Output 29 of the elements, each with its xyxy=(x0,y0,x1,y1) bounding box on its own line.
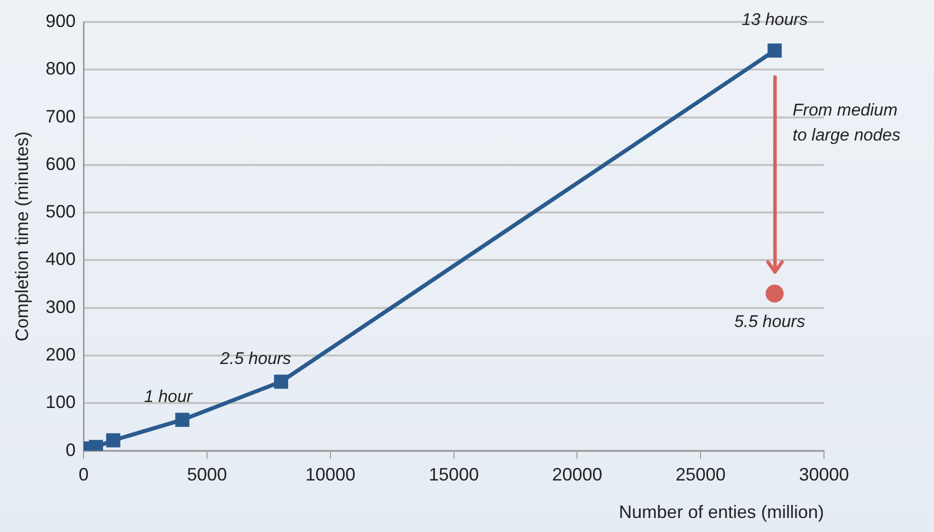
point xyxy=(106,433,120,448)
point xyxy=(175,412,190,427)
annotation: From medium to large nodes xyxy=(792,100,901,145)
x-tick-label: 5000 xyxy=(187,464,228,485)
annotation: 13 hours xyxy=(742,10,808,29)
x-tick-label: 30000 xyxy=(798,464,850,485)
y-axis-title: Completion time (minutes) xyxy=(12,131,32,342)
point xyxy=(768,44,782,58)
x-tick-label: 10000 xyxy=(305,464,356,485)
y-tick-label: 400 xyxy=(46,249,76,270)
y-tick-label: 300 xyxy=(46,296,76,317)
y-tick-label: 200 xyxy=(46,344,76,364)
y-tick-label: 900 xyxy=(46,10,76,31)
annotation: 1 hour xyxy=(144,387,194,406)
x-tick-label: 0 xyxy=(78,464,89,485)
x-tick-label: 15000 xyxy=(428,464,479,485)
point xyxy=(766,284,784,303)
y-tick-label: 500 xyxy=(46,202,76,222)
y-tick-label: 700 xyxy=(46,106,76,126)
x-tick-label: 25000 xyxy=(676,464,726,485)
point xyxy=(274,374,288,389)
y-tick-label: 800 xyxy=(46,58,76,79)
x-axis-title: Number of enties (million) xyxy=(618,502,824,522)
annotation: 2.5 hours xyxy=(219,348,292,368)
y-tick-label: 0 xyxy=(66,440,76,460)
annotation: 5.5 hours xyxy=(734,312,806,331)
x-tick-label: 20000 xyxy=(552,464,602,485)
y-tick-label: 600 xyxy=(46,154,76,174)
y-tick-label: 100 xyxy=(46,392,76,412)
